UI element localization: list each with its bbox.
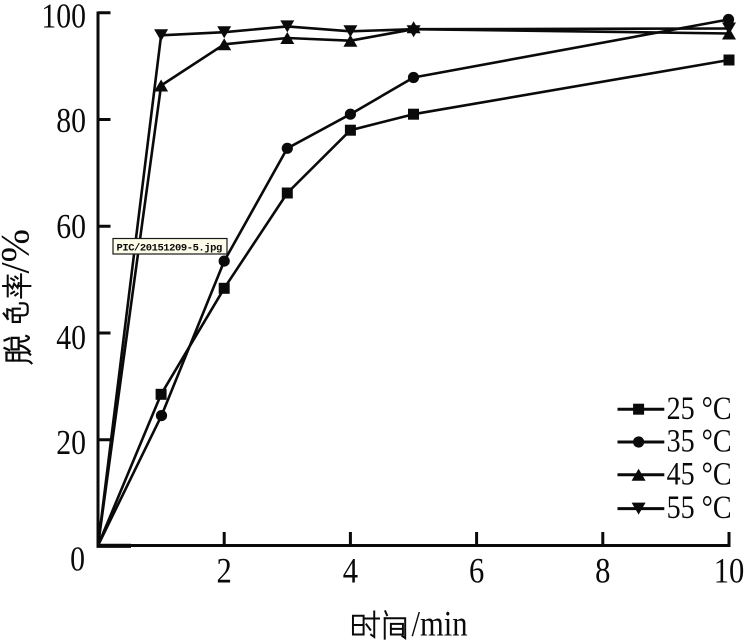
svg-text:20: 20 — [56, 424, 86, 463]
svg-text:35 °C: 35 °C — [667, 423, 732, 460]
svg-text:60: 60 — [56, 208, 86, 247]
svg-text:2: 2 — [217, 551, 232, 591]
svg-text:/min: /min — [412, 604, 468, 641]
svg-text:10: 10 — [714, 551, 745, 591]
svg-text:40: 40 — [56, 319, 86, 358]
svg-text:45 °C: 45 °C — [667, 455, 732, 492]
svg-text:PIC/20151209-5.jpg: PIC/20151209-5.jpg — [117, 243, 222, 255]
svg-text:100: 100 — [41, 0, 86, 36]
svg-text:6: 6 — [469, 551, 484, 591]
svg-text:/%: /% — [0, 229, 38, 273]
svg-text:55 °C: 55 °C — [667, 489, 732, 526]
svg-text:0: 0 — [70, 540, 85, 579]
svg-text:25 °C: 25 °C — [667, 390, 732, 427]
svg-text:8: 8 — [595, 551, 610, 591]
svg-text:80: 80 — [56, 102, 86, 141]
svg-text:4: 4 — [343, 551, 359, 591]
